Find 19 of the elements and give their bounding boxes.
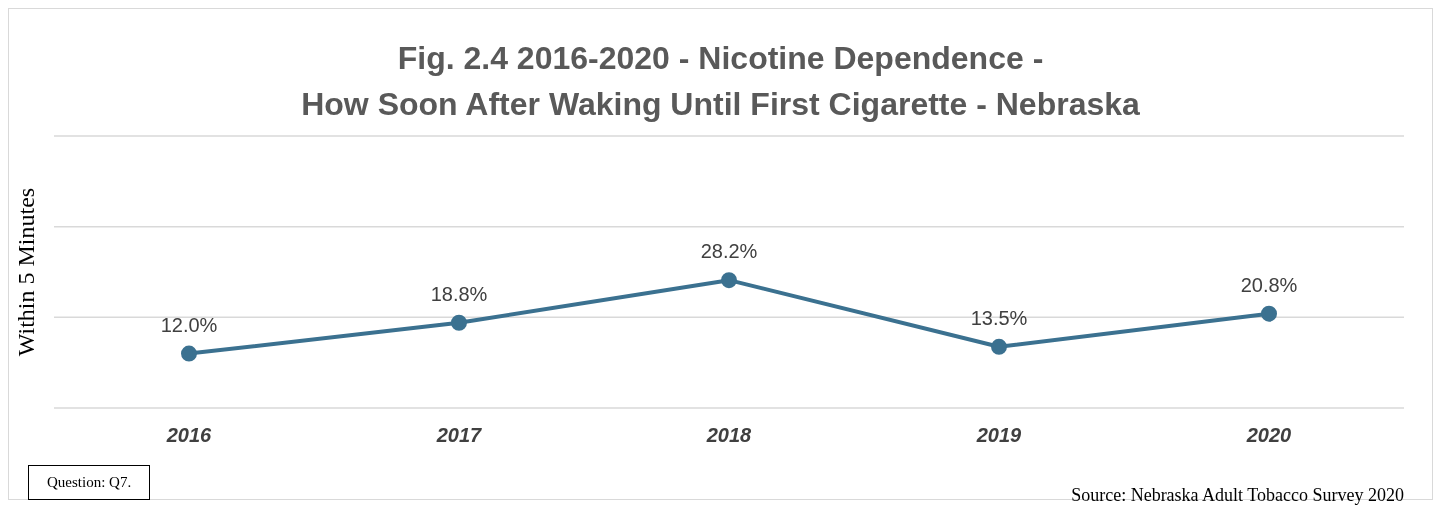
data-label: 20.8% [1240,273,1298,296]
data-label: 18.8% [430,282,488,305]
point [1261,305,1277,322]
point [451,314,467,331]
y-axis-title: Within 5 Minutes [12,187,39,357]
data-label: 12.0% [160,313,218,336]
x-tick-label: 2019 [975,424,1023,447]
point [991,338,1007,355]
text: Question: Q7. [28,465,151,500]
data-label: 13.5% [970,306,1028,329]
x-tick-label: 2020 [1245,424,1292,447]
x-tick-label: 2017 [435,424,483,447]
data-label: 28.2% [700,240,758,263]
point [721,272,737,289]
x-tick-label: 2016 [165,424,213,447]
chart-title: Fig. 2.4 2016-2020 - Nicotine Dependence - How Soon After Waking Until First Cigarette - Nebraska [300,39,1141,124]
point [181,345,197,362]
source-note: Source: Nebraska Adult Tobacco Survey 2020 [1071,485,1404,506]
x-tick-label: 2018 [705,424,753,447]
